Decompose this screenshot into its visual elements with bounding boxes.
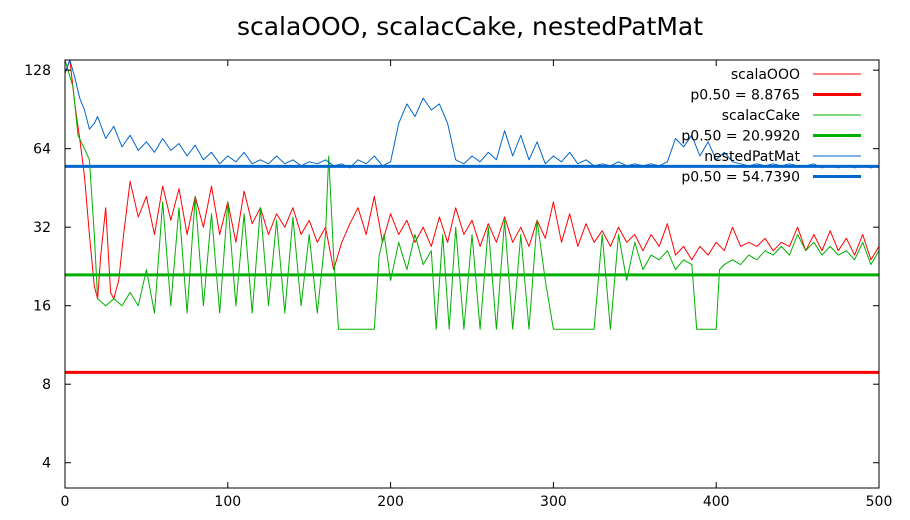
x-tick-label: 300 bbox=[540, 494, 567, 510]
series-line-nestedpatmat bbox=[65, 60, 879, 169]
x-tick-label: 500 bbox=[866, 494, 893, 510]
legend-label: p0.50 = 54.7390 bbox=[681, 170, 800, 186]
series-line-scalaccake bbox=[65, 60, 879, 330]
x-tick-label: 400 bbox=[703, 494, 730, 510]
x-tick-label: 200 bbox=[377, 494, 404, 510]
series-line-scalaooo bbox=[65, 60, 879, 300]
y-tick-label: 64 bbox=[33, 142, 51, 158]
y-tick-label: 8 bbox=[42, 377, 51, 393]
plot-frame bbox=[64, 59, 880, 489]
axes-layer: 0 100 200 300 400 500 4 8 16 32 64 128 bbox=[24, 60, 892, 510]
y-tick-label: 128 bbox=[24, 63, 51, 79]
legend-label: nestedPatMat bbox=[704, 149, 800, 165]
legend-label: p0.50 = 20.9920 bbox=[681, 129, 800, 145]
x-tick-label: 0 bbox=[61, 494, 70, 510]
series-layer bbox=[65, 60, 879, 374]
x-tick-label: 100 bbox=[214, 494, 241, 510]
y-tick-label: 4 bbox=[42, 456, 51, 472]
y-tick-label: 16 bbox=[33, 299, 51, 315]
y-tick-label: 32 bbox=[33, 220, 51, 236]
legend-label: scalacCake bbox=[722, 108, 800, 124]
legend-label: scalaOOO bbox=[731, 67, 800, 83]
chart-title: scalaOOO, scalacCake, nestedPatMat bbox=[237, 12, 703, 41]
legend: scalaOOO p0.50 = 8.8765 scalacCake p0.50 = … bbox=[681, 67, 861, 186]
legend-label: p0.50 = 8.8765 bbox=[690, 88, 800, 104]
